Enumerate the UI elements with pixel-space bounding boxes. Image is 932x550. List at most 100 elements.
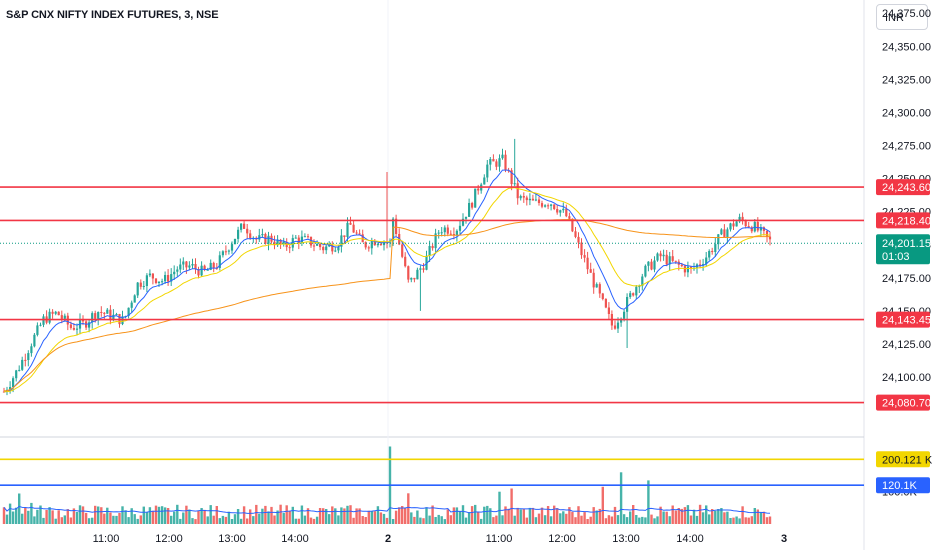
volume-bar bbox=[534, 517, 538, 524]
volume-bar bbox=[689, 515, 693, 524]
volume-bar bbox=[604, 518, 608, 524]
volume-bar bbox=[419, 517, 422, 524]
candle-body bbox=[42, 316, 45, 325]
volume-bar bbox=[486, 505, 489, 524]
candle-body bbox=[404, 256, 407, 267]
candle-body bbox=[133, 295, 136, 303]
candle-body bbox=[167, 275, 170, 282]
volume-ma-line bbox=[3, 505, 771, 514]
volume-bar bbox=[258, 513, 261, 524]
bar-countdown-label: 01:03 bbox=[882, 251, 910, 263]
candle-body bbox=[267, 235, 270, 244]
candle-body bbox=[237, 229, 240, 239]
volume-bar bbox=[492, 517, 495, 524]
candle-body bbox=[671, 256, 674, 261]
volume-bar bbox=[698, 504, 702, 524]
candle-body bbox=[221, 251, 224, 256]
candle-body bbox=[319, 243, 322, 248]
volume-bar bbox=[233, 514, 237, 524]
volume-bar bbox=[191, 518, 194, 524]
time-axis-labels: 11:00 12:00 13:00 14:00 2 11:00 12:00 13:00 14:0… bbox=[93, 533, 787, 545]
volume-bar bbox=[598, 508, 601, 524]
volume-bar bbox=[443, 519, 446, 524]
candle-body bbox=[650, 261, 653, 270]
volume-bar bbox=[33, 516, 36, 524]
price-tick-label: 24,100.00 bbox=[882, 372, 931, 384]
chart-title: S&P CNX NIFTY INDEX FUTURES, 3, NSE bbox=[6, 9, 219, 21]
volume-bar bbox=[592, 507, 595, 524]
candle-body bbox=[449, 233, 452, 235]
candle-body bbox=[580, 242, 583, 256]
volume-bar bbox=[230, 519, 234, 524]
currency-button[interactable]: INR bbox=[876, 4, 928, 30]
candle-body bbox=[419, 268, 422, 270]
volume-bar bbox=[607, 515, 611, 524]
candle-body bbox=[91, 313, 94, 323]
candle-body bbox=[516, 183, 519, 199]
volume-bar bbox=[276, 510, 279, 524]
candle-body bbox=[209, 262, 212, 270]
volume-bar bbox=[531, 507, 535, 524]
candle-body bbox=[665, 254, 668, 265]
volume-bar bbox=[735, 516, 738, 524]
volume-bar bbox=[30, 502, 33, 524]
price-tick-label: 24,350.00 bbox=[882, 41, 931, 53]
volume-bar bbox=[711, 509, 714, 524]
candle-body bbox=[364, 242, 367, 248]
volume-bar bbox=[5, 514, 9, 524]
candle-body bbox=[112, 314, 115, 320]
candle-body bbox=[738, 216, 741, 222]
candle-body bbox=[367, 247, 370, 249]
volume-bar bbox=[370, 511, 373, 524]
axis-tag-label: 200.121 K bbox=[882, 454, 932, 466]
candle-body bbox=[279, 239, 282, 245]
volume-bar bbox=[139, 515, 142, 524]
volume-bar bbox=[358, 508, 361, 524]
candle-body bbox=[297, 237, 300, 243]
candle-body bbox=[680, 264, 683, 267]
candle-body bbox=[373, 241, 376, 246]
candle-body bbox=[361, 234, 364, 243]
candle-body bbox=[322, 247, 325, 251]
candle-body bbox=[157, 281, 161, 283]
volume-bar bbox=[668, 516, 671, 524]
candle-body bbox=[60, 315, 63, 319]
volume-bar bbox=[54, 518, 57, 524]
candle-body bbox=[455, 230, 458, 236]
volume-bar bbox=[249, 509, 252, 524]
volume-bar bbox=[252, 516, 255, 524]
candle-body bbox=[51, 311, 54, 314]
vwap-line bbox=[4, 218, 770, 392]
volume-bar bbox=[57, 510, 60, 524]
volume-bar bbox=[182, 512, 185, 524]
candle-body bbox=[726, 229, 729, 238]
volume-bar bbox=[394, 510, 398, 524]
volume-bar bbox=[504, 506, 507, 524]
time-tick-label: 13:00 bbox=[612, 533, 640, 545]
volume-bar bbox=[151, 510, 155, 524]
candle-body bbox=[316, 243, 319, 246]
volume-bar bbox=[72, 508, 76, 524]
candle-body bbox=[218, 255, 221, 268]
candle-body bbox=[729, 223, 732, 230]
volume-bar bbox=[148, 507, 152, 524]
volume-bar bbox=[701, 512, 705, 524]
candle-body bbox=[489, 159, 492, 165]
volume-bar bbox=[373, 511, 376, 524]
volume-bar bbox=[474, 504, 477, 524]
volume-bar bbox=[127, 517, 130, 524]
volume-bar bbox=[63, 515, 66, 524]
candle-body bbox=[230, 244, 234, 251]
volume-bar bbox=[543, 515, 547, 524]
volume-bar bbox=[568, 507, 571, 524]
candle-body bbox=[446, 227, 449, 234]
candle-body bbox=[717, 234, 720, 245]
candle-body bbox=[176, 269, 179, 272]
candle-body bbox=[540, 203, 544, 207]
volume-bar bbox=[556, 508, 559, 524]
candle-body bbox=[565, 208, 568, 217]
volume-bar bbox=[352, 517, 355, 524]
volume-bar bbox=[106, 507, 109, 524]
candle-body bbox=[227, 250, 230, 252]
